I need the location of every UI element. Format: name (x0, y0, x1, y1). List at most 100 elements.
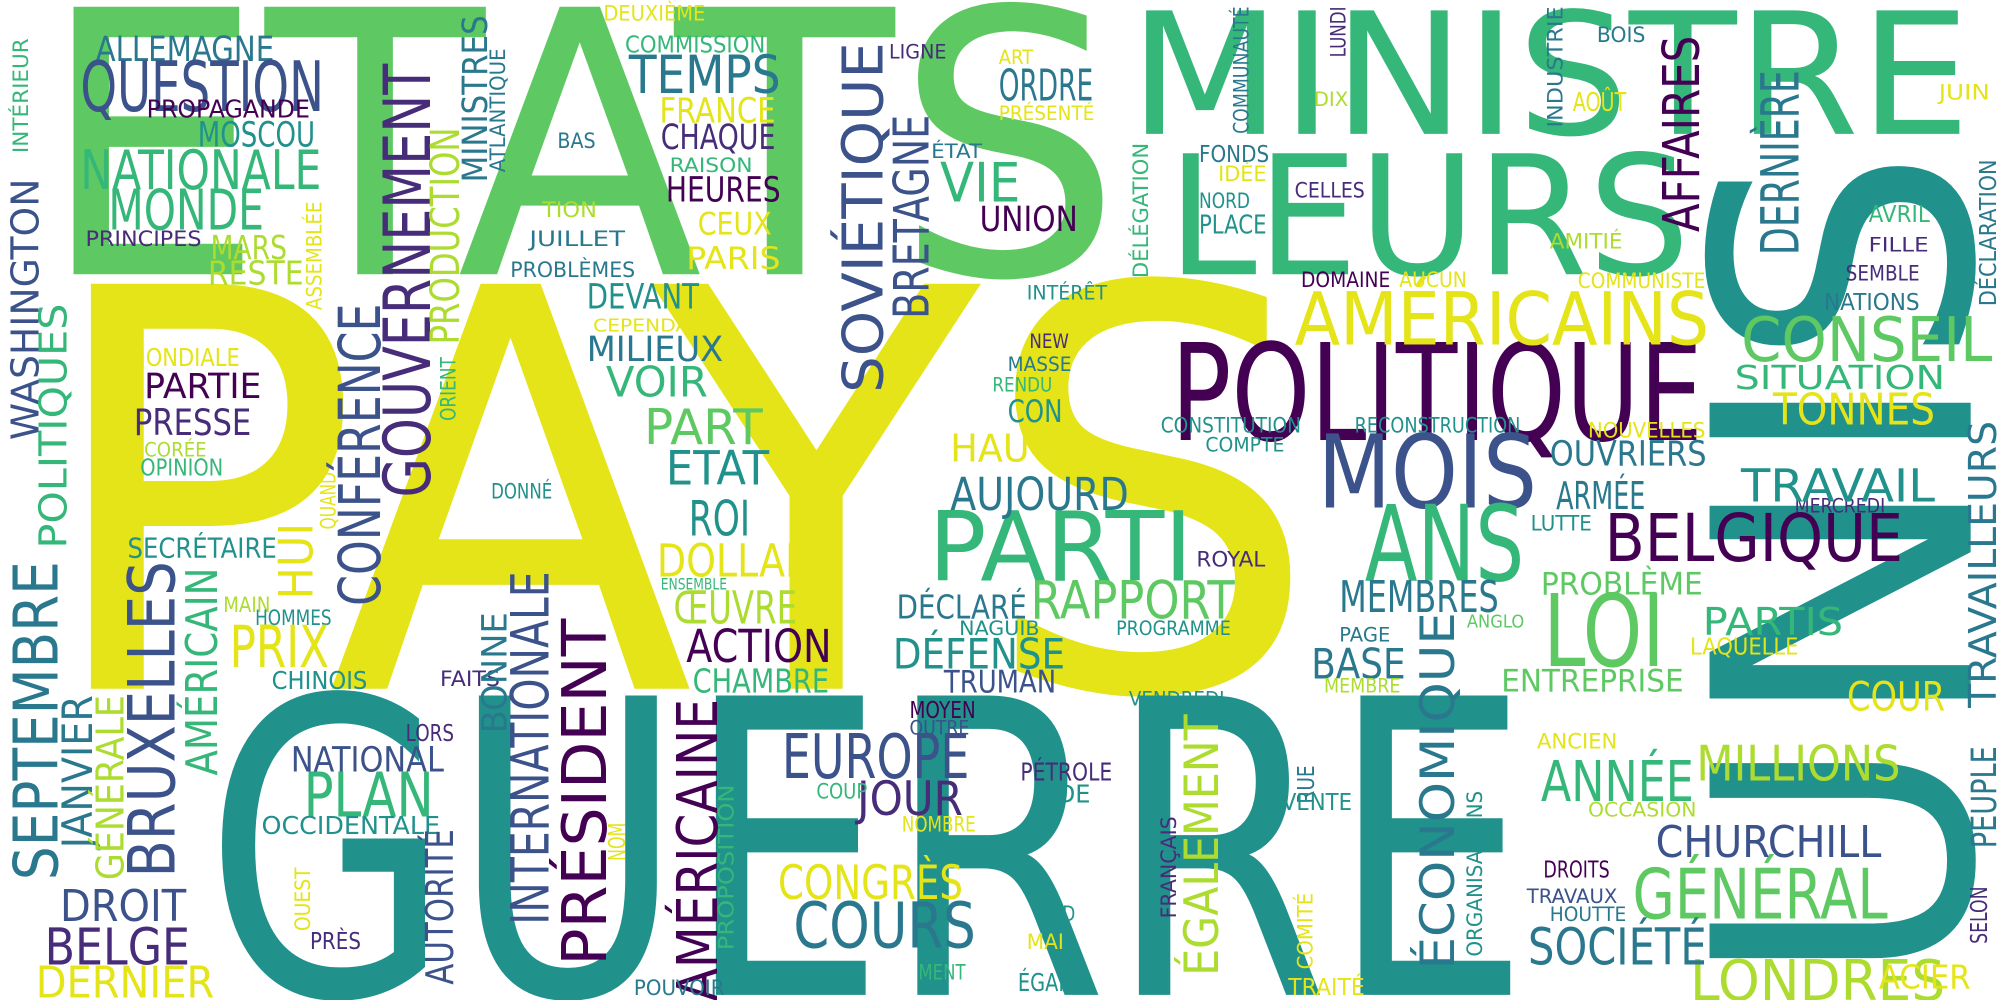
word: FONDS (1199, 142, 1269, 168)
word: TRUMAN (943, 665, 1056, 701)
word: OCCASION (1588, 798, 1696, 821)
word: AUJOURD (950, 468, 1129, 521)
word: CHINOIS (272, 666, 368, 695)
word: LIGNE (889, 41, 946, 64)
word: PÉTROLE (1020, 758, 1112, 787)
word: COMPTE (1205, 434, 1284, 457)
word: AMÉRICAINS (1295, 276, 1710, 362)
word: COUR (1847, 674, 1945, 720)
word: QUAND (316, 472, 340, 529)
word: NOUVELLES (1588, 419, 1705, 443)
word: MINISTRE (1129, 0, 1971, 174)
word: AVRIL (1869, 202, 1931, 228)
word: RESTE (208, 253, 304, 292)
word: OUVRIERS (1550, 435, 1707, 475)
word: DONNÉ (491, 479, 552, 504)
word: CORÉE (144, 439, 207, 462)
word: TRAITÉ (1287, 973, 1364, 1000)
word: GÉNÉRALE (87, 695, 134, 880)
word: VENDREDI (1129, 687, 1225, 710)
word: PAGE (1339, 624, 1390, 647)
word: DIX (1314, 88, 1348, 111)
word: MOSCOU (198, 116, 315, 156)
word: AMITIÉ (1550, 229, 1623, 254)
word: SECRÉTAIRE (128, 530, 277, 564)
word: DÉCLARATION (1974, 159, 2000, 306)
word: RAPPORT (1031, 571, 1236, 632)
word: CON (1008, 394, 1063, 430)
word: ASSEMBLÉE (301, 202, 326, 310)
word: NATIONS (1824, 290, 1920, 316)
word: NEW (1029, 330, 1069, 353)
word: OUTRE (909, 717, 969, 740)
word: DEUXIÈME (603, 0, 705, 25)
word: ÉGARD (1018, 968, 1087, 997)
word: PRODUCTION (423, 128, 469, 345)
word: SELON (1967, 886, 1993, 943)
word: PRÈS (310, 927, 361, 955)
word: NATIONALE (80, 139, 321, 202)
word: CELLES (1295, 179, 1365, 203)
word: PAYS (38, 174, 1320, 821)
word: ÉCONOMIQUE (1409, 612, 1466, 969)
word: RENDU (992, 374, 1052, 397)
word: ORDRE (999, 61, 1093, 112)
word: ANS (1365, 483, 1524, 605)
word: VOIR (606, 358, 708, 407)
word: MONDE (108, 179, 264, 244)
word: MAIN (223, 593, 270, 617)
word: BELGE (45, 917, 190, 976)
word: DROIT (60, 881, 187, 932)
word: MILIEUX (587, 330, 723, 370)
word: RAISON (670, 154, 753, 177)
word: CONSEIL (1741, 305, 1992, 376)
word: NAGUIB (959, 617, 1039, 640)
word: SITUATION (1735, 358, 1945, 397)
word: POUVOIR (634, 976, 725, 1000)
word: TRAVAUX (1526, 885, 1618, 908)
word: PRIX (230, 613, 329, 681)
word: TION (541, 198, 597, 222)
word: IDÉE (1218, 161, 1266, 186)
word: VIE (940, 152, 1020, 215)
word: ÉTAT (931, 140, 982, 163)
word: BASE (1311, 640, 1405, 689)
word: SOVIÉTIQUE (832, 42, 897, 393)
word: PARTIS (1703, 600, 1843, 645)
word: MEMBRES (1339, 572, 1498, 623)
word: EUROPE (782, 722, 970, 793)
word: ŒUVRE (673, 582, 797, 635)
word: TRAVAIL (1740, 459, 1936, 512)
word: LEURS (1167, 121, 1690, 314)
word: FAITS (440, 667, 500, 691)
word: DERNIÈRE (1750, 70, 1811, 255)
word: DÉLÉGATION (1128, 143, 1153, 278)
word: OUEST (291, 867, 315, 931)
word: HEURES (666, 171, 781, 211)
word: MINISTRES (456, 15, 496, 182)
word: GUERRE (204, 614, 1531, 1000)
word: NOMBRE (902, 813, 976, 837)
word: AOÛT (1573, 86, 1627, 118)
word: RECONSTRUCTION (1355, 413, 1521, 437)
word: AMÉRICAIN (175, 568, 228, 776)
word: GÉNÉRAL (1633, 853, 1888, 935)
word: INTÉRIEUR (8, 38, 33, 153)
word: CHAQUE (661, 118, 776, 158)
word: NOM (605, 823, 631, 861)
word: BAS (557, 129, 595, 153)
word: TEMPS (628, 45, 781, 106)
word: PARIS (686, 241, 780, 277)
word: ROYAL (1196, 547, 1265, 571)
word: PRINCIPES (85, 227, 201, 251)
word: DOLLARS (657, 535, 836, 588)
word: ACTION (686, 620, 831, 673)
word: HUI (270, 523, 325, 600)
word: MERCREDI (1795, 495, 1886, 518)
word: LORS (406, 721, 454, 747)
word: CONSTITUTION (1161, 413, 1301, 437)
word: AUTORITÉ (416, 829, 463, 985)
word: AMÉRICAINE (666, 699, 731, 1000)
word: ANCIEN (1537, 730, 1617, 754)
word: FRANCE (659, 91, 775, 131)
